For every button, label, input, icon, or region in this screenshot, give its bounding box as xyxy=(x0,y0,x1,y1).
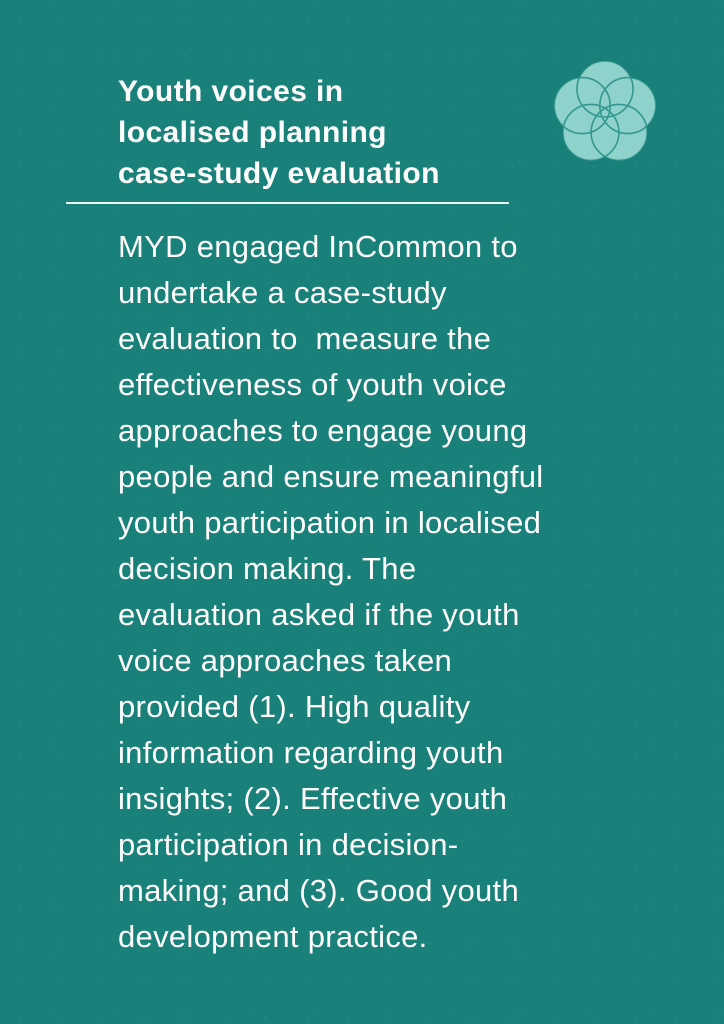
flower-rosette-logo-icon xyxy=(554,61,656,161)
title-divider xyxy=(66,202,509,204)
logo-petals-outline xyxy=(554,61,656,161)
page-title: Youth voices in localised planning case-… xyxy=(118,75,440,190)
body-paragraph: MYD engaged InCommon to undertake a case… xyxy=(118,229,544,954)
